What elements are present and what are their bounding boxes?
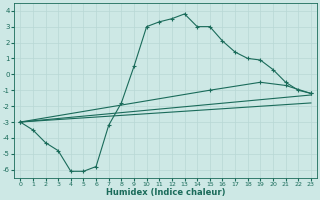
- X-axis label: Humidex (Indice chaleur): Humidex (Indice chaleur): [106, 188, 225, 197]
